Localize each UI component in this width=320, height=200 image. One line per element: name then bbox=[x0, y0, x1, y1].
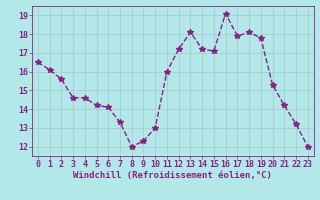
X-axis label: Windchill (Refroidissement éolien,°C): Windchill (Refroidissement éolien,°C) bbox=[73, 171, 272, 180]
